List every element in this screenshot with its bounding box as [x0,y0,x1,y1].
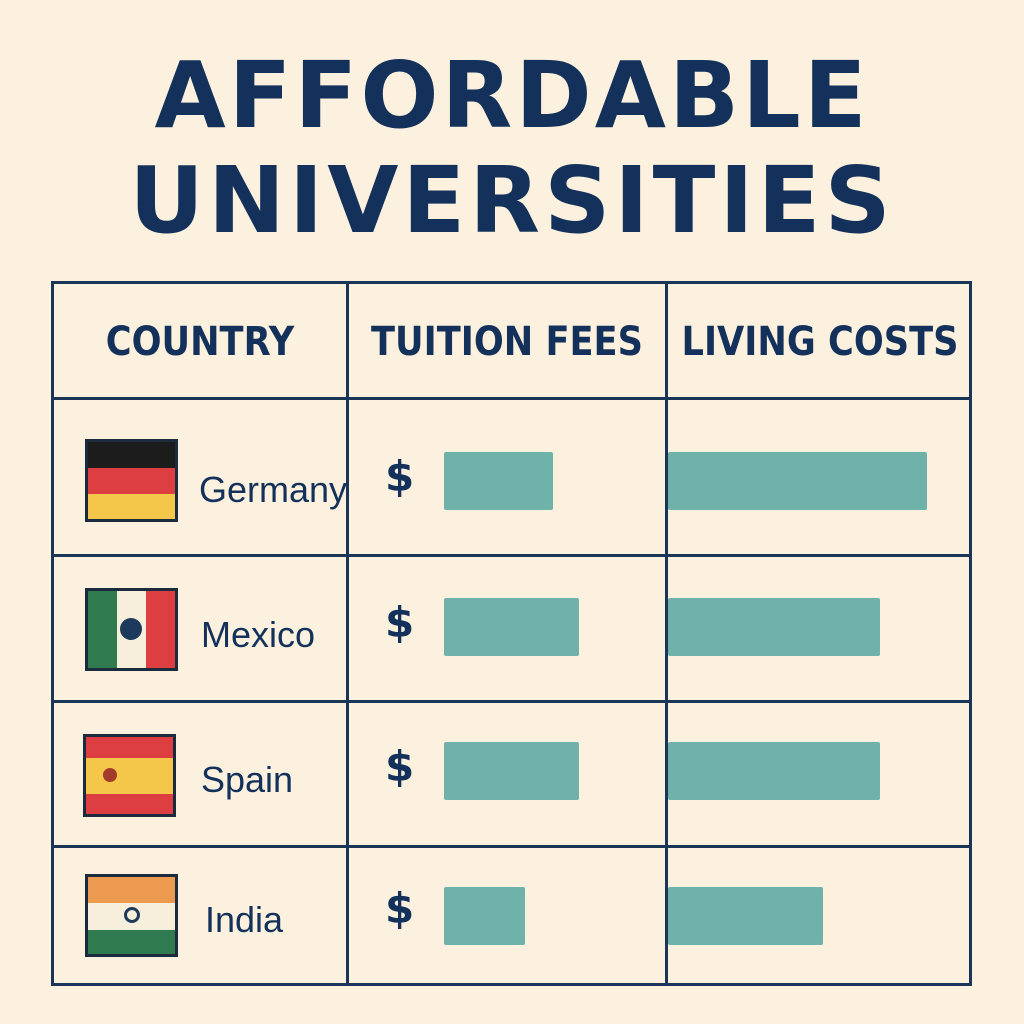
dollar-icon: $ [385,598,415,647]
row-divider [54,845,969,848]
row-divider [54,700,969,703]
title-line-2: UNIVERSITIES [129,147,895,254]
country-name: Mexico [201,614,316,655]
header-living-costs: LIVING COSTS [681,318,959,365]
row-divider [54,397,969,400]
dollar-icon: $ [385,742,415,791]
india-flag-icon [85,874,178,957]
dollar-icon: $ [385,452,415,501]
header-tuition-fees: TUITION FEES [371,318,643,365]
living-bar [668,742,880,800]
title-line-1: AFFORDABLE [154,42,870,149]
living-bar [668,887,823,945]
tuition-bar [444,887,525,945]
column-divider [665,284,668,983]
column-divider [346,284,349,983]
dollar-icon: $ [385,884,415,933]
mexico-flag-icon [85,588,178,671]
tuition-bar [444,742,579,800]
germany-flag-icon [85,439,178,522]
tuition-bar [444,452,553,510]
comparison-table: COUNTRY TUITION FEES LIVING COSTS German… [51,281,972,986]
country-name: India [205,899,284,940]
living-bar [668,452,927,510]
header-country: COUNTRY [105,318,295,365]
tuition-bar [444,598,579,656]
row-divider [54,554,969,557]
living-bar [668,598,880,656]
country-name: Germany [199,469,348,510]
country-name: Spain [201,759,294,800]
spain-flag-icon [83,734,176,817]
